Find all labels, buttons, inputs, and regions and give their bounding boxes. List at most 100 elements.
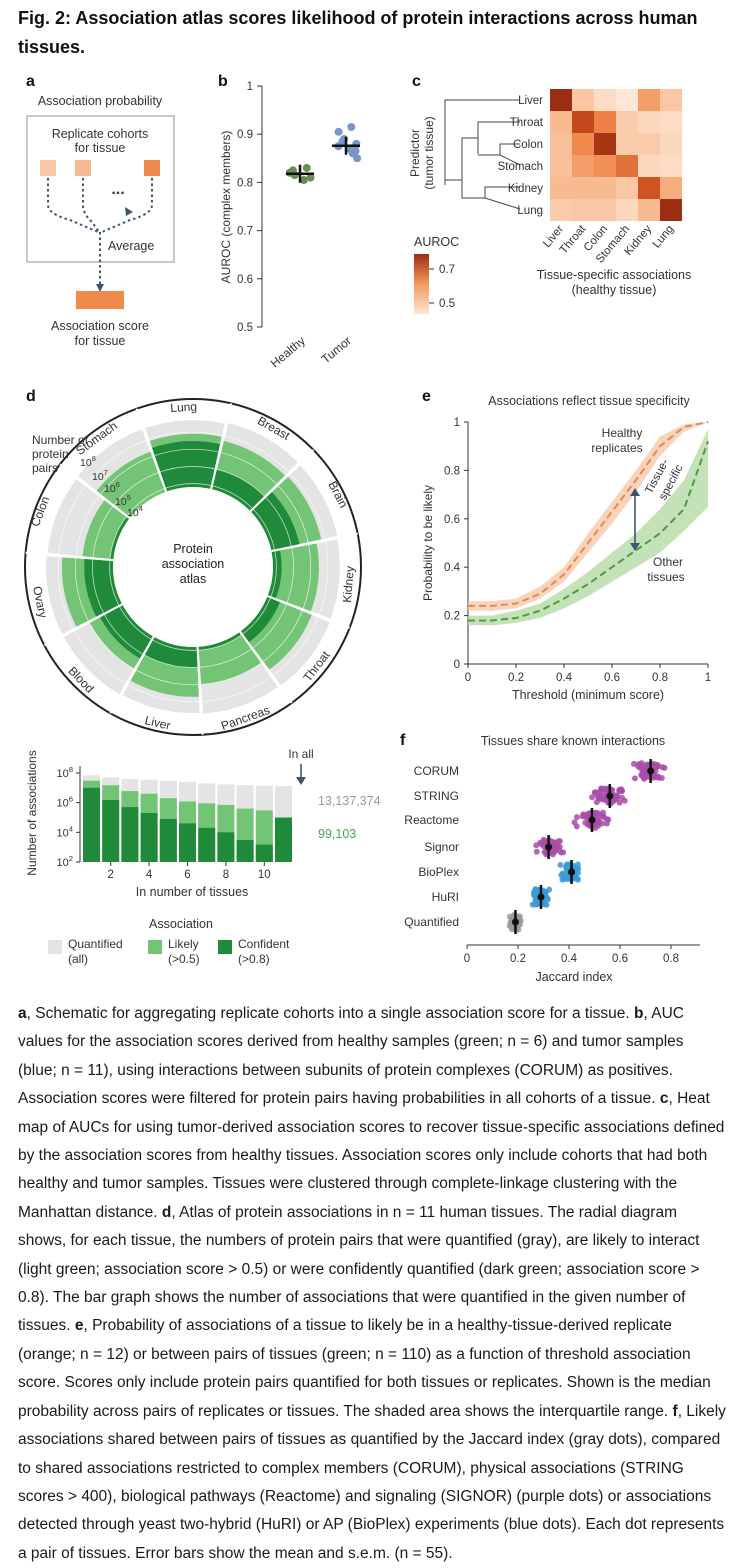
heatmap-cell [572,133,594,155]
f-category-label: Quantified [404,915,459,929]
bars-x-label: In number of tissues [136,885,249,899]
bars-x-tick-label: 6 [184,869,190,881]
radial-segment [240,596,280,643]
bars-x-tick-label: 4 [146,869,153,881]
f-category-label: BioPlex [418,865,459,879]
radial-divider [271,532,358,553]
bar-confident [198,827,216,862]
f-mean-point [511,918,519,926]
caption-text: , Probability of associations of a tissu… [18,1317,711,1420]
legend-sublabel: (>0.8) [238,952,270,966]
heatmap-row-label: Liver [518,95,543,107]
panel-c: c LiverThroatColonStomachKidneyLungLiver… [408,73,691,314]
heatmap-cell [616,89,638,111]
radial-center-3: atlas [180,572,206,586]
confident-total: 99,103 [318,827,356,841]
heatmap-cell [550,89,572,111]
heatmap-ylabel-1: Predictor [408,129,422,177]
f-mean-point [545,843,553,851]
heatmap-cell [638,177,660,199]
b-y-tick-label: 0.9 [237,129,253,141]
heatmap-cell [550,111,572,133]
b-y-axis-label: AUROC (complex members) [219,131,233,284]
heatmap-cell [616,177,638,199]
f-mean-point [568,868,576,876]
heatmap-cell [638,155,660,177]
panel-f: f Tissues share known interactions 0 0.2 0.… [400,732,700,984]
e-y-tick-label: 0.2 [444,611,460,623]
score-block [76,291,124,309]
e-y-tick-label: 0.6 [444,514,460,526]
f-point [650,773,657,780]
caption-panel-letter: e [74,1317,84,1335]
caption-text: , AUC values for the association scores … [18,1005,684,1108]
tissue-count-bars: 102 104 106 108 2 4 6 8 10 In number of tissues Nu… [25,750,292,899]
f-point [616,788,623,795]
heatmap-cell [616,111,638,133]
e-x-tick-label: 0.6 [604,672,620,684]
b-point [302,163,311,172]
e-annotation-healthy: Healthy [602,426,643,440]
panel-e-letter: e [422,388,431,405]
tissue-label: Colon [28,494,52,528]
box-label-1: Replicate cohorts [52,127,149,141]
association-legend-title: Association [149,917,213,931]
heatmap-cell [616,199,638,221]
heatmap-cell [638,199,660,221]
average-label: Average [108,239,154,253]
radial-segment [212,469,265,511]
arrow-head-1 [125,207,133,216]
heatmap-cell [550,199,572,221]
f-point [639,768,646,775]
f-point [575,865,582,872]
radial-outer-ring [24,398,362,736]
radial-segment [82,500,130,560]
b-point [306,173,315,182]
in-all-label: In all [288,747,313,761]
e-y-tick-label: 1 [454,417,460,429]
legend-swatch [218,940,232,954]
f-point [613,792,620,799]
heatmap-col-label: Lung [651,223,677,250]
bar-confident [83,787,100,862]
e-x-tick-label: 0.2 [508,672,524,684]
arrow-head-2 [96,284,104,292]
heatmap-cell [594,111,616,133]
panel-d: d Protein association atlas Number of pr… [24,388,381,966]
radial-divider [196,646,204,735]
panel-a-heading: Association probability [38,94,163,108]
caption-panel-letter: f [672,1402,678,1420]
f-x-tick-label: 0.2 [510,953,526,965]
ring-tick-label: 107 [92,468,108,483]
radial-divider [25,551,114,562]
heatmap-cell [660,199,682,221]
e-y-tick-label: 0.4 [444,562,461,574]
panel-b-points [285,122,362,184]
bars-y-tick-label: 108 [56,765,73,780]
caption-panel-letter: c [659,1090,669,1108]
radial-center-2: association [162,557,225,571]
radial-segment [84,558,122,617]
bars-y-tick-label: 104 [56,824,73,839]
f-point [618,794,625,801]
f-point [574,875,581,882]
f-x-tick-label: 0.8 [663,953,679,965]
bar-confident [179,823,196,862]
f-point [597,793,604,800]
panel-d-letter: d [26,388,36,405]
f-point [655,774,662,781]
radial-grid-ring [92,466,294,668]
ring-tick-label: 106 [104,480,120,495]
bar-confident [275,817,292,862]
in-all-arrowhead [296,777,306,785]
heatmap-cell [638,133,660,155]
radial-legend-2: protein [32,447,69,461]
b-y-tick-label: 0.5 [237,322,253,334]
heatmap-ylabel-2: (tumor tissue) [422,116,436,189]
ring-tick-label: 108 [80,454,96,469]
heatmap-cell [616,155,638,177]
cohort-ellipsis: ... [111,181,124,198]
tissue-label: Liver [143,713,172,733]
radial-segment [144,637,198,668]
f-point [542,888,549,895]
